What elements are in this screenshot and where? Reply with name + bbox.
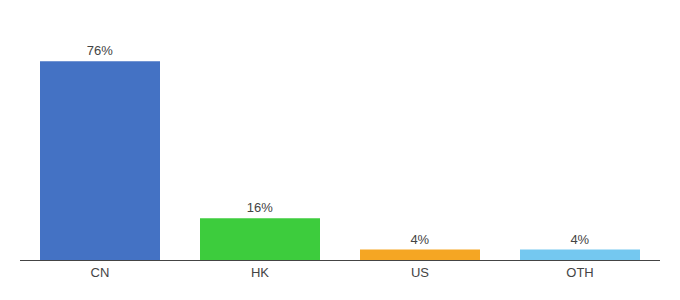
svg-text:US: US (411, 265, 429, 280)
svg-text:HK: HK (251, 265, 269, 280)
svg-text:CN: CN (91, 265, 110, 280)
svg-text:16%: 16% (247, 200, 273, 215)
svg-text:OTH: OTH (566, 265, 593, 280)
svg-text:76%: 76% (87, 43, 113, 58)
svg-text:4%: 4% (410, 232, 429, 247)
svg-text:4%: 4% (570, 232, 589, 247)
